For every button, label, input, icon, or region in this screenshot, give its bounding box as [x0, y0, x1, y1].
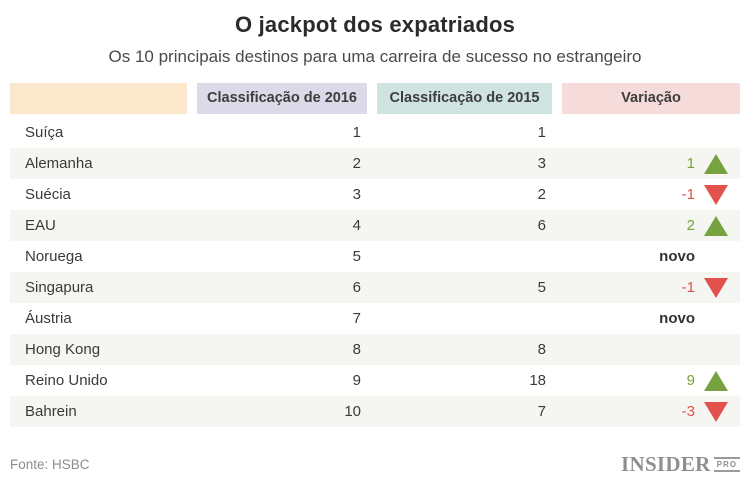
country-name: Alemanha [25, 155, 93, 172]
table-row: EAU 4 6 2 [10, 210, 740, 241]
table-row: Alemanha 2 3 1 [10, 148, 740, 179]
ranking-table: Classificação de 2016 Classificação de 2… [10, 83, 740, 427]
table-header-row: Classificação de 2016 Classificação de 2… [10, 83, 740, 114]
country-name: Noruega [25, 248, 83, 265]
rank-2016-value: 6 [352, 279, 361, 296]
variation-arrow-slot [704, 246, 728, 267]
variation-value: novo [659, 310, 695, 327]
rank-2016-value: 8 [352, 341, 361, 358]
logo-brand-text: INSIDER [621, 452, 711, 476]
variation-arrow-icon [704, 370, 728, 391]
rank-2016-value: 3 [352, 186, 361, 203]
country-name: EAU [25, 217, 56, 234]
table-row: Reino Unido 9 18 9 [10, 365, 740, 396]
variation-arrow-slot [704, 184, 728, 205]
variation-arrow-slot [704, 401, 728, 422]
rank-2015-value: 2 [537, 186, 546, 203]
table-row: Áustria 7 novo [10, 303, 740, 334]
rank-2015-value: 7 [537, 403, 546, 420]
rank-2016-value: 10 [344, 403, 361, 420]
rank-2016-value: 2 [352, 155, 361, 172]
variation-value: 2 [686, 217, 695, 234]
country-name: Reino Unido [25, 372, 108, 389]
variation-cell: 1 [562, 148, 740, 179]
variation-arrow-slot [704, 277, 728, 298]
variation-value: -1 [681, 186, 695, 203]
rank-2015-value: 6 [537, 217, 546, 234]
variation-arrow-slot [704, 308, 728, 329]
variation-cell: -3 [562, 396, 740, 427]
header-cell-country [10, 83, 187, 114]
rank-2015-value [377, 303, 552, 334]
table-row: Singapura 6 5 -1 [10, 272, 740, 303]
table-row: Hong Kong 8 8 [10, 334, 740, 365]
header-cell-variation: Variação [562, 83, 740, 114]
variation-value: -3 [681, 403, 695, 420]
variation-cell: novo [562, 303, 740, 334]
rank-2016-value: 4 [352, 217, 361, 234]
variation-arrow-slot [704, 122, 728, 143]
rank-2016-value: 5 [352, 248, 361, 265]
variation-arrow-icon [704, 153, 728, 174]
rank-2016-value: 1 [352, 124, 361, 141]
country-name: Suíça [25, 124, 64, 141]
variation-value: 1 [686, 155, 695, 172]
variation-arrow-slot [704, 215, 728, 236]
variation-arrow-slot [704, 339, 728, 360]
table-body: Suíça 1 1 Alemanha 2 3 1 Suécia 3 2 -1 [10, 117, 740, 427]
rank-2015-value [377, 241, 552, 272]
variation-value: -1 [681, 279, 695, 296]
rank-2015-value: 18 [529, 372, 546, 389]
variation-cell: -1 [562, 272, 740, 303]
variation-arrow-slot [704, 153, 728, 174]
source-label: Fonte: HSBC [10, 457, 90, 472]
logo-pro-badge: PRO [713, 457, 740, 472]
page-title: O jackpot dos expatriados [234, 12, 516, 37]
variation-value: 9 [686, 372, 695, 389]
variation-arrow-icon [704, 215, 728, 236]
variation-cell [562, 334, 740, 365]
rank-2015-value: 5 [537, 279, 546, 296]
variation-value: novo [659, 248, 695, 265]
rank-2016-value: 7 [352, 310, 361, 327]
header-cell-rank-2016: Classificação de 2016 [197, 83, 367, 114]
table-row: Suécia 3 2 -1 [10, 179, 740, 210]
table-row: Suíça 1 1 [10, 117, 740, 148]
country-name: Suécia [25, 186, 71, 203]
footer: Fonte: HSBC INSIDER PRO [10, 452, 740, 477]
variation-cell: 2 [562, 210, 740, 241]
insider-pro-logo: INSIDER PRO [621, 452, 740, 477]
page-subtitle: Os 10 principais destinos para uma carre… [108, 47, 642, 66]
variation-arrow-icon [704, 401, 728, 422]
country-name: Singapura [25, 279, 94, 296]
expat-ranking-infographic: O jackpot dos expatriados Os 10 principa… [0, 12, 750, 497]
variation-cell: novo [562, 241, 740, 272]
variation-cell: 9 [562, 365, 740, 396]
variation-arrow-slot [704, 370, 728, 391]
header-cell-rank-2015: Classificação de 2015 [377, 83, 552, 114]
variation-cell [562, 117, 740, 148]
rank-2016-value: 9 [352, 372, 361, 389]
rank-2015-value: 3 [537, 155, 546, 172]
country-name: Áustria [25, 310, 72, 327]
table-row: Noruega 5 novo [10, 241, 740, 272]
rank-2015-value: 1 [537, 124, 546, 141]
variation-arrow-icon [704, 277, 728, 298]
country-name: Bahrein [25, 403, 77, 420]
country-name: Hong Kong [25, 341, 101, 358]
rank-2015-value: 8 [537, 341, 546, 358]
variation-cell: -1 [562, 179, 740, 210]
table-row: Bahrein 10 7 -3 [10, 396, 740, 427]
variation-arrow-icon [704, 184, 728, 205]
